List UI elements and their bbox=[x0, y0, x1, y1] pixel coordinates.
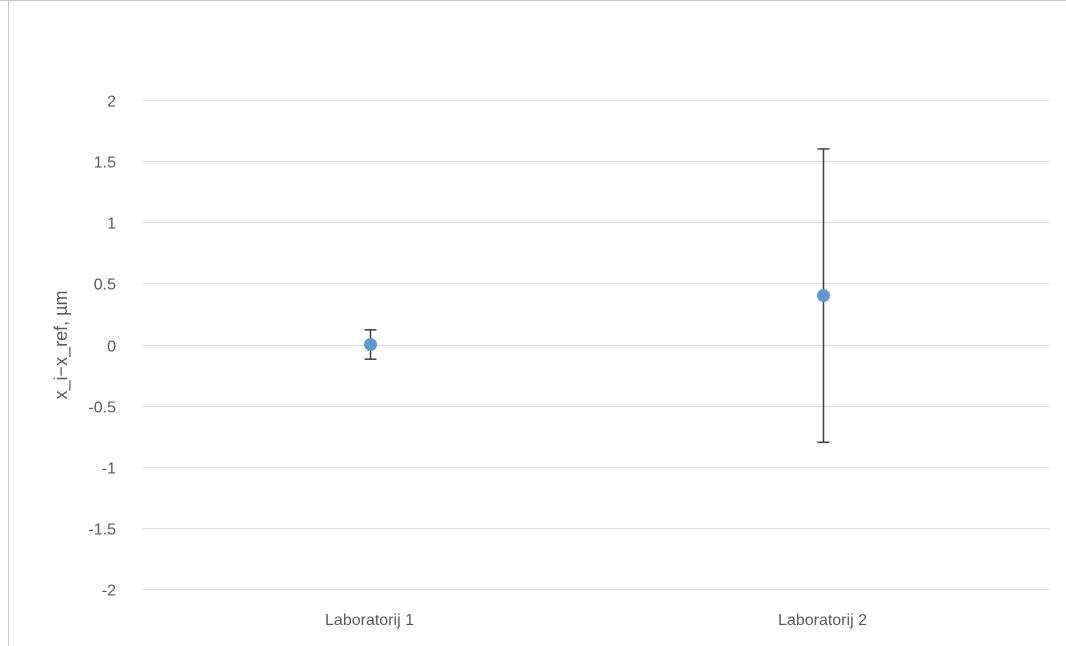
y-tick-label: 1 bbox=[107, 216, 116, 233]
y-tick-label: 0.5 bbox=[94, 277, 116, 294]
y-tick-label: -2 bbox=[102, 583, 116, 600]
error-bars bbox=[364, 148, 830, 444]
y-tick-label: 0 bbox=[107, 339, 116, 356]
data-points bbox=[364, 289, 830, 351]
y-tick-label: -1.5 bbox=[88, 522, 116, 539]
y-tick-label: 2 bbox=[107, 94, 116, 111]
x-tick-label: Laboratorij 1 bbox=[325, 612, 414, 629]
y-axis-ticks: 2 1.5 1 0.5 0 -0.5 -1 -1.5 -2 bbox=[88, 94, 116, 600]
data-point bbox=[364, 338, 377, 351]
y-tick-label: -1 bbox=[102, 461, 116, 478]
gridlines bbox=[143, 100, 1049, 590]
y-axis-title: x_i−x_ref, µm bbox=[51, 291, 72, 400]
x-tick-label: Laboratorij 2 bbox=[778, 612, 867, 629]
y-tick-label: 1.5 bbox=[94, 155, 116, 172]
data-point bbox=[817, 289, 830, 303]
y-tick-label: -0.5 bbox=[88, 400, 116, 417]
x-axis-ticks: Laboratorij 1 Laboratorij 2 bbox=[325, 612, 867, 629]
